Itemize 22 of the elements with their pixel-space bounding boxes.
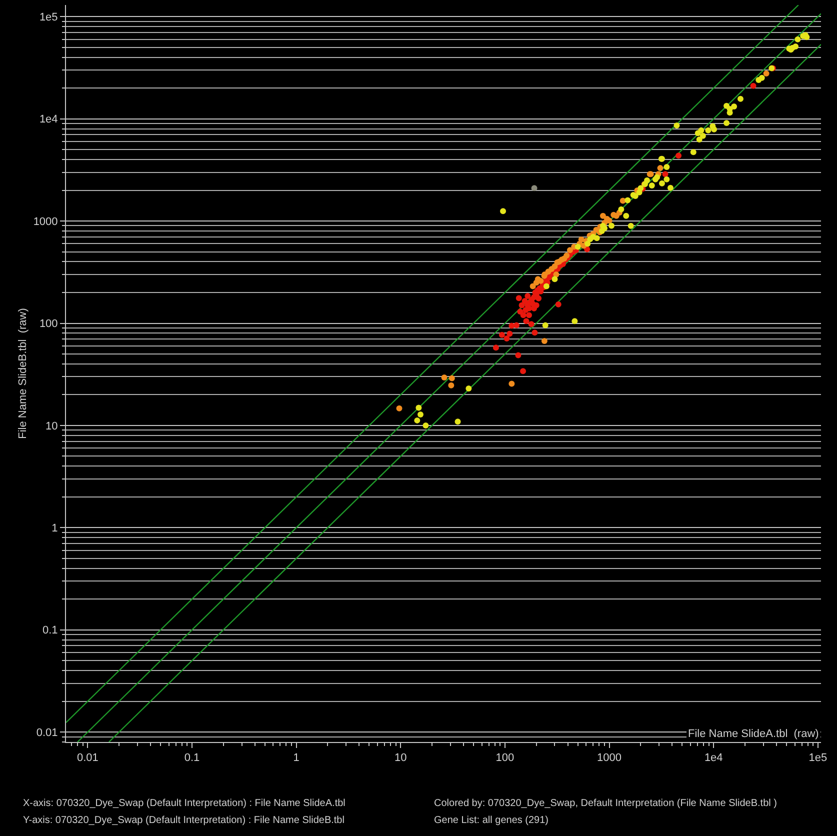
- x-tick-label: 0.1: [184, 752, 200, 764]
- x-tick-label: 1: [293, 752, 300, 764]
- y-tick-label: 0.1: [42, 624, 58, 637]
- x-tick-label: 100: [496, 752, 514, 764]
- y-tick-label: 1e4: [39, 114, 58, 126]
- y-tick-label: 1000: [33, 216, 58, 228]
- y-tick-label: 10: [46, 420, 58, 432]
- y-tick-label: 100: [39, 318, 58, 330]
- x-axis-title: File Name SlideA.tbl (raw): [688, 728, 819, 740]
- y-tick-label: 0.01: [36, 726, 58, 739]
- x-tick-label: 10: [394, 752, 407, 764]
- text: Gene List: all genes (291): [434, 815, 549, 826]
- y-tick-label: 1e5: [39, 12, 58, 24]
- x-tick-label: 1e5: [808, 752, 828, 764]
- y-tick-label: 1: [52, 522, 58, 535]
- text: Y-axis: 070320_Dye_Swap (Default Interpretation) : File Name SlideB.tbl: [23, 815, 344, 826]
- x-tick-label: 1000: [597, 752, 622, 764]
- y-axis-title: File Name SlideB.tbl (raw): [16, 308, 29, 439]
- x-tick-label: 0.01: [76, 752, 98, 764]
- x-tick-label: 1e4: [704, 752, 723, 764]
- text: X-axis: 070320_Dye_Swap (Default Interpretation) : File Name SlideA.tbl: [23, 798, 346, 809]
- text: Colored by: 070320_Dye_Swap, Default Interpretation (File Name SlideB.tbl ): [434, 798, 777, 809]
